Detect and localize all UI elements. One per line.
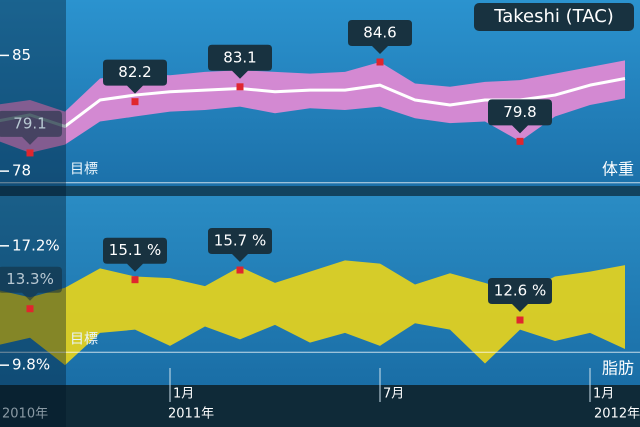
x-axis-strip bbox=[0, 385, 640, 427]
data-point bbox=[131, 276, 139, 284]
callout: 84.6 bbox=[348, 20, 412, 66]
callout-box bbox=[103, 237, 167, 272]
callout-box bbox=[488, 278, 552, 313]
callout: 79.1 bbox=[0, 110, 62, 157]
callout-box bbox=[208, 228, 272, 263]
data-point bbox=[236, 83, 244, 91]
x-tick-label: 7月 bbox=[383, 387, 404, 402]
data-point bbox=[26, 305, 34, 313]
y-tick-label: 17.2% bbox=[12, 236, 60, 254]
data-point bbox=[131, 98, 139, 106]
user-name: Takeshi (TAC) bbox=[493, 6, 614, 27]
panel-title: 体重 bbox=[602, 160, 634, 179]
callout-label: 15.7 % bbox=[214, 232, 266, 250]
callout-box bbox=[348, 20, 412, 54]
goal-label: 目標 bbox=[70, 331, 98, 347]
callout-box bbox=[488, 99, 552, 134]
data-point bbox=[236, 266, 244, 274]
year-label: 2011年 bbox=[168, 407, 214, 422]
callout-box bbox=[0, 110, 62, 145]
callout-label: 79.8 bbox=[503, 103, 536, 121]
data-point bbox=[516, 316, 524, 324]
callout-label: 83.1 bbox=[223, 48, 256, 66]
callout: 79.8 bbox=[488, 99, 552, 145]
callout: 82.2 bbox=[103, 59, 167, 106]
callout-box bbox=[103, 59, 167, 94]
x-tick-label: 1月 bbox=[593, 387, 614, 402]
overlay: 85 78 79.1 17.2% 9.8% 13.3% 2010年 bbox=[0, 46, 62, 422]
x-tick-label: 1月 bbox=[173, 387, 194, 402]
data-point bbox=[376, 58, 384, 66]
year-label: 2010年 bbox=[2, 407, 48, 422]
callout: 83.1 bbox=[208, 44, 272, 91]
callout: 15.7 % bbox=[208, 228, 272, 274]
separator bbox=[0, 186, 640, 196]
callout-label: 12.6 % bbox=[494, 282, 546, 300]
callout-box bbox=[208, 44, 272, 79]
history-shade bbox=[0, 0, 66, 427]
callout-label: 82.2 bbox=[118, 63, 151, 81]
goal-label: 目標 bbox=[70, 162, 98, 178]
callout-label: 15.1 % bbox=[109, 241, 161, 259]
y-tick-label: 78 bbox=[12, 162, 31, 180]
year-label: 2012年 bbox=[594, 407, 640, 422]
callout: 12.6 % bbox=[488, 278, 552, 324]
callout-label: 84.6 bbox=[363, 24, 396, 42]
callout-label: 13.3% bbox=[6, 270, 54, 288]
y-tick-label: 85 bbox=[12, 46, 31, 64]
callout-box bbox=[0, 266, 62, 301]
callout-label: 79.1 bbox=[13, 114, 46, 132]
callout: 15.1 % bbox=[103, 237, 167, 284]
panel-title: 脂肪 bbox=[602, 359, 634, 378]
range-band bbox=[0, 260, 625, 366]
y-tick-label: 9.8% bbox=[12, 356, 50, 374]
data-point bbox=[26, 149, 34, 157]
callout: 13.3% bbox=[0, 266, 62, 313]
user-badge[interactable] bbox=[474, 3, 634, 31]
data-point bbox=[516, 137, 524, 145]
